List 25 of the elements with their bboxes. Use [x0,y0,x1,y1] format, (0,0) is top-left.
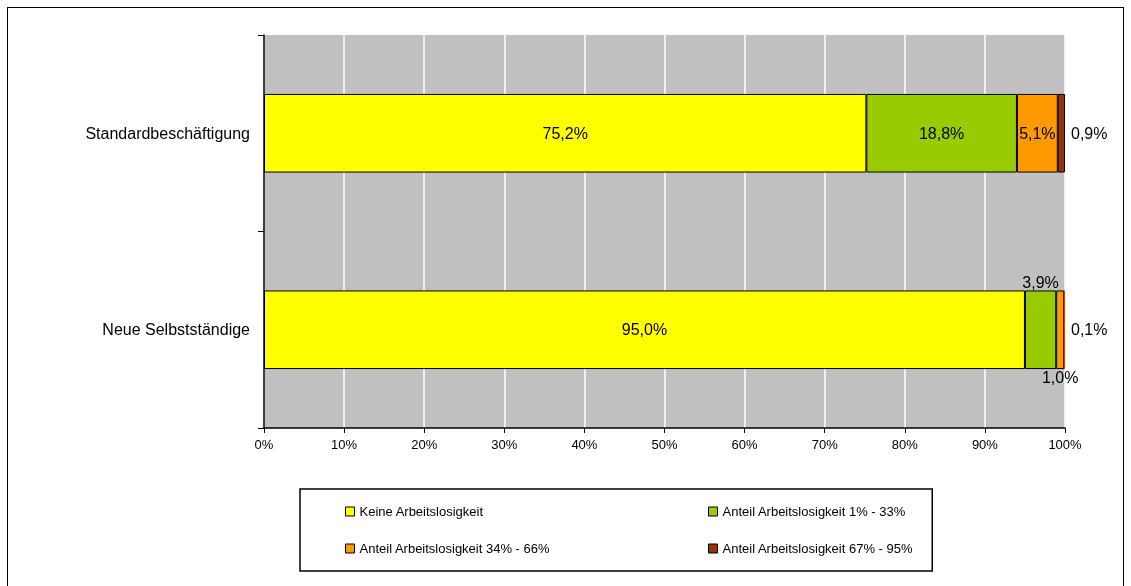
data-label: 5,1% [1019,124,1056,142]
legend-label: Anteil Arbeitslosigkeit 1% - 33% [722,504,906,519]
x-tick-label: 20% [411,437,438,452]
data-label: 95,0% [621,321,668,339]
x-tick-label: 10% [331,437,358,452]
data-label: 18,8% [918,124,965,142]
legend-label: Anteil Arbeitslosigkeit 67% - 95% [722,541,913,556]
legend-label: Anteil Arbeitslosigkeit 34% - 66% [359,541,550,556]
legend-label: Keine Arbeitslosigkeit [359,504,484,519]
x-tick-label: 70% [811,437,839,452]
x-tick-label: 50% [651,437,678,452]
data-label: 0,1% [1071,321,1108,339]
data-label: 3,9% [1022,273,1059,291]
y-tick-label: Standardbeschäftigung [85,124,250,142]
data-label: 0,9% [1071,124,1108,142]
y-tick-label: Neue Selbstständige [102,321,251,339]
x-tick-label: 30% [491,437,518,452]
data-label: 1,0% [1041,368,1079,386]
x-tick-label: 60% [731,437,759,452]
x-tick-label: 80% [891,437,919,452]
x-tick-label: 40% [571,437,598,452]
x-tick-label: 0% [254,437,274,452]
x-tick-label: 100% [1048,437,1083,452]
data-label: 75,2% [542,124,588,142]
x-tick-label: 90% [971,437,999,452]
